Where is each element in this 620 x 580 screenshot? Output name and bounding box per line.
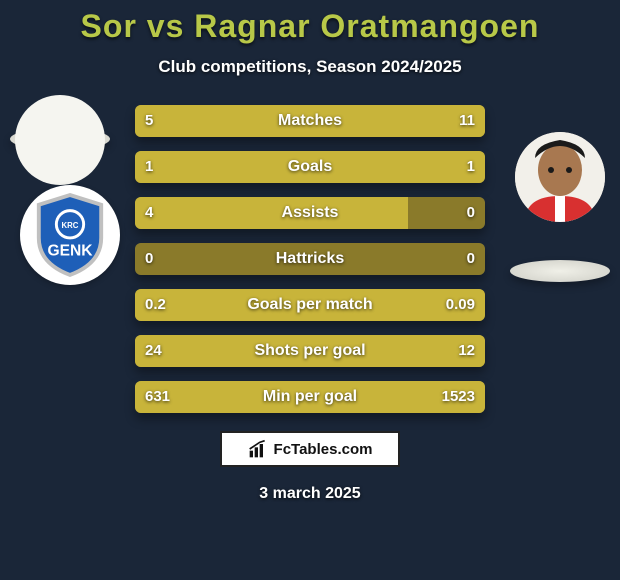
comparison-card: Sor vs Ragnar Oratmangoen Club competiti…: [0, 0, 620, 580]
stat-label: Min per goal: [135, 381, 485, 413]
chart-icon: [248, 439, 268, 459]
stat-label: Goals per match: [135, 289, 485, 321]
svg-text:KRC: KRC: [62, 221, 79, 230]
player-avatar-right: [515, 132, 605, 222]
stat-row: 40Assists: [135, 197, 485, 229]
branding-text: FcTables.com: [274, 441, 373, 458]
page-title: Sor vs Ragnar Oratmangoen: [0, 8, 620, 45]
stat-label: Goals: [135, 151, 485, 183]
stats-list: 511Matches 11Goals 40Assists 00Hattricks 0.2…: [135, 105, 485, 413]
club-badge-text: GENK: [47, 242, 93, 259]
date-label: 3 march 2025: [0, 485, 620, 503]
stat-label: Assists: [135, 197, 485, 229]
avatar-shadow-right: [510, 260, 610, 282]
stat-row: 2412Shots per goal: [135, 335, 485, 367]
stat-label: Shots per goal: [135, 335, 485, 367]
stat-row: 511Matches: [135, 105, 485, 137]
stat-row: 0.20.09Goals per match: [135, 289, 485, 321]
person-icon: [515, 132, 605, 222]
stat-label: Hattricks: [135, 243, 485, 275]
stat-row: 00Hattricks: [135, 243, 485, 275]
branding-badge: FcTables.com: [220, 431, 400, 467]
stat-row: 11Goals: [135, 151, 485, 183]
stat-label: Matches: [135, 105, 485, 137]
shield-icon: KRC GENK: [31, 191, 109, 279]
club-badge-left: KRC GENK: [20, 185, 120, 285]
page-subtitle: Club competitions, Season 2024/2025: [0, 57, 620, 77]
player-avatar-left: [15, 95, 105, 185]
stat-row: 6311523Min per goal: [135, 381, 485, 413]
